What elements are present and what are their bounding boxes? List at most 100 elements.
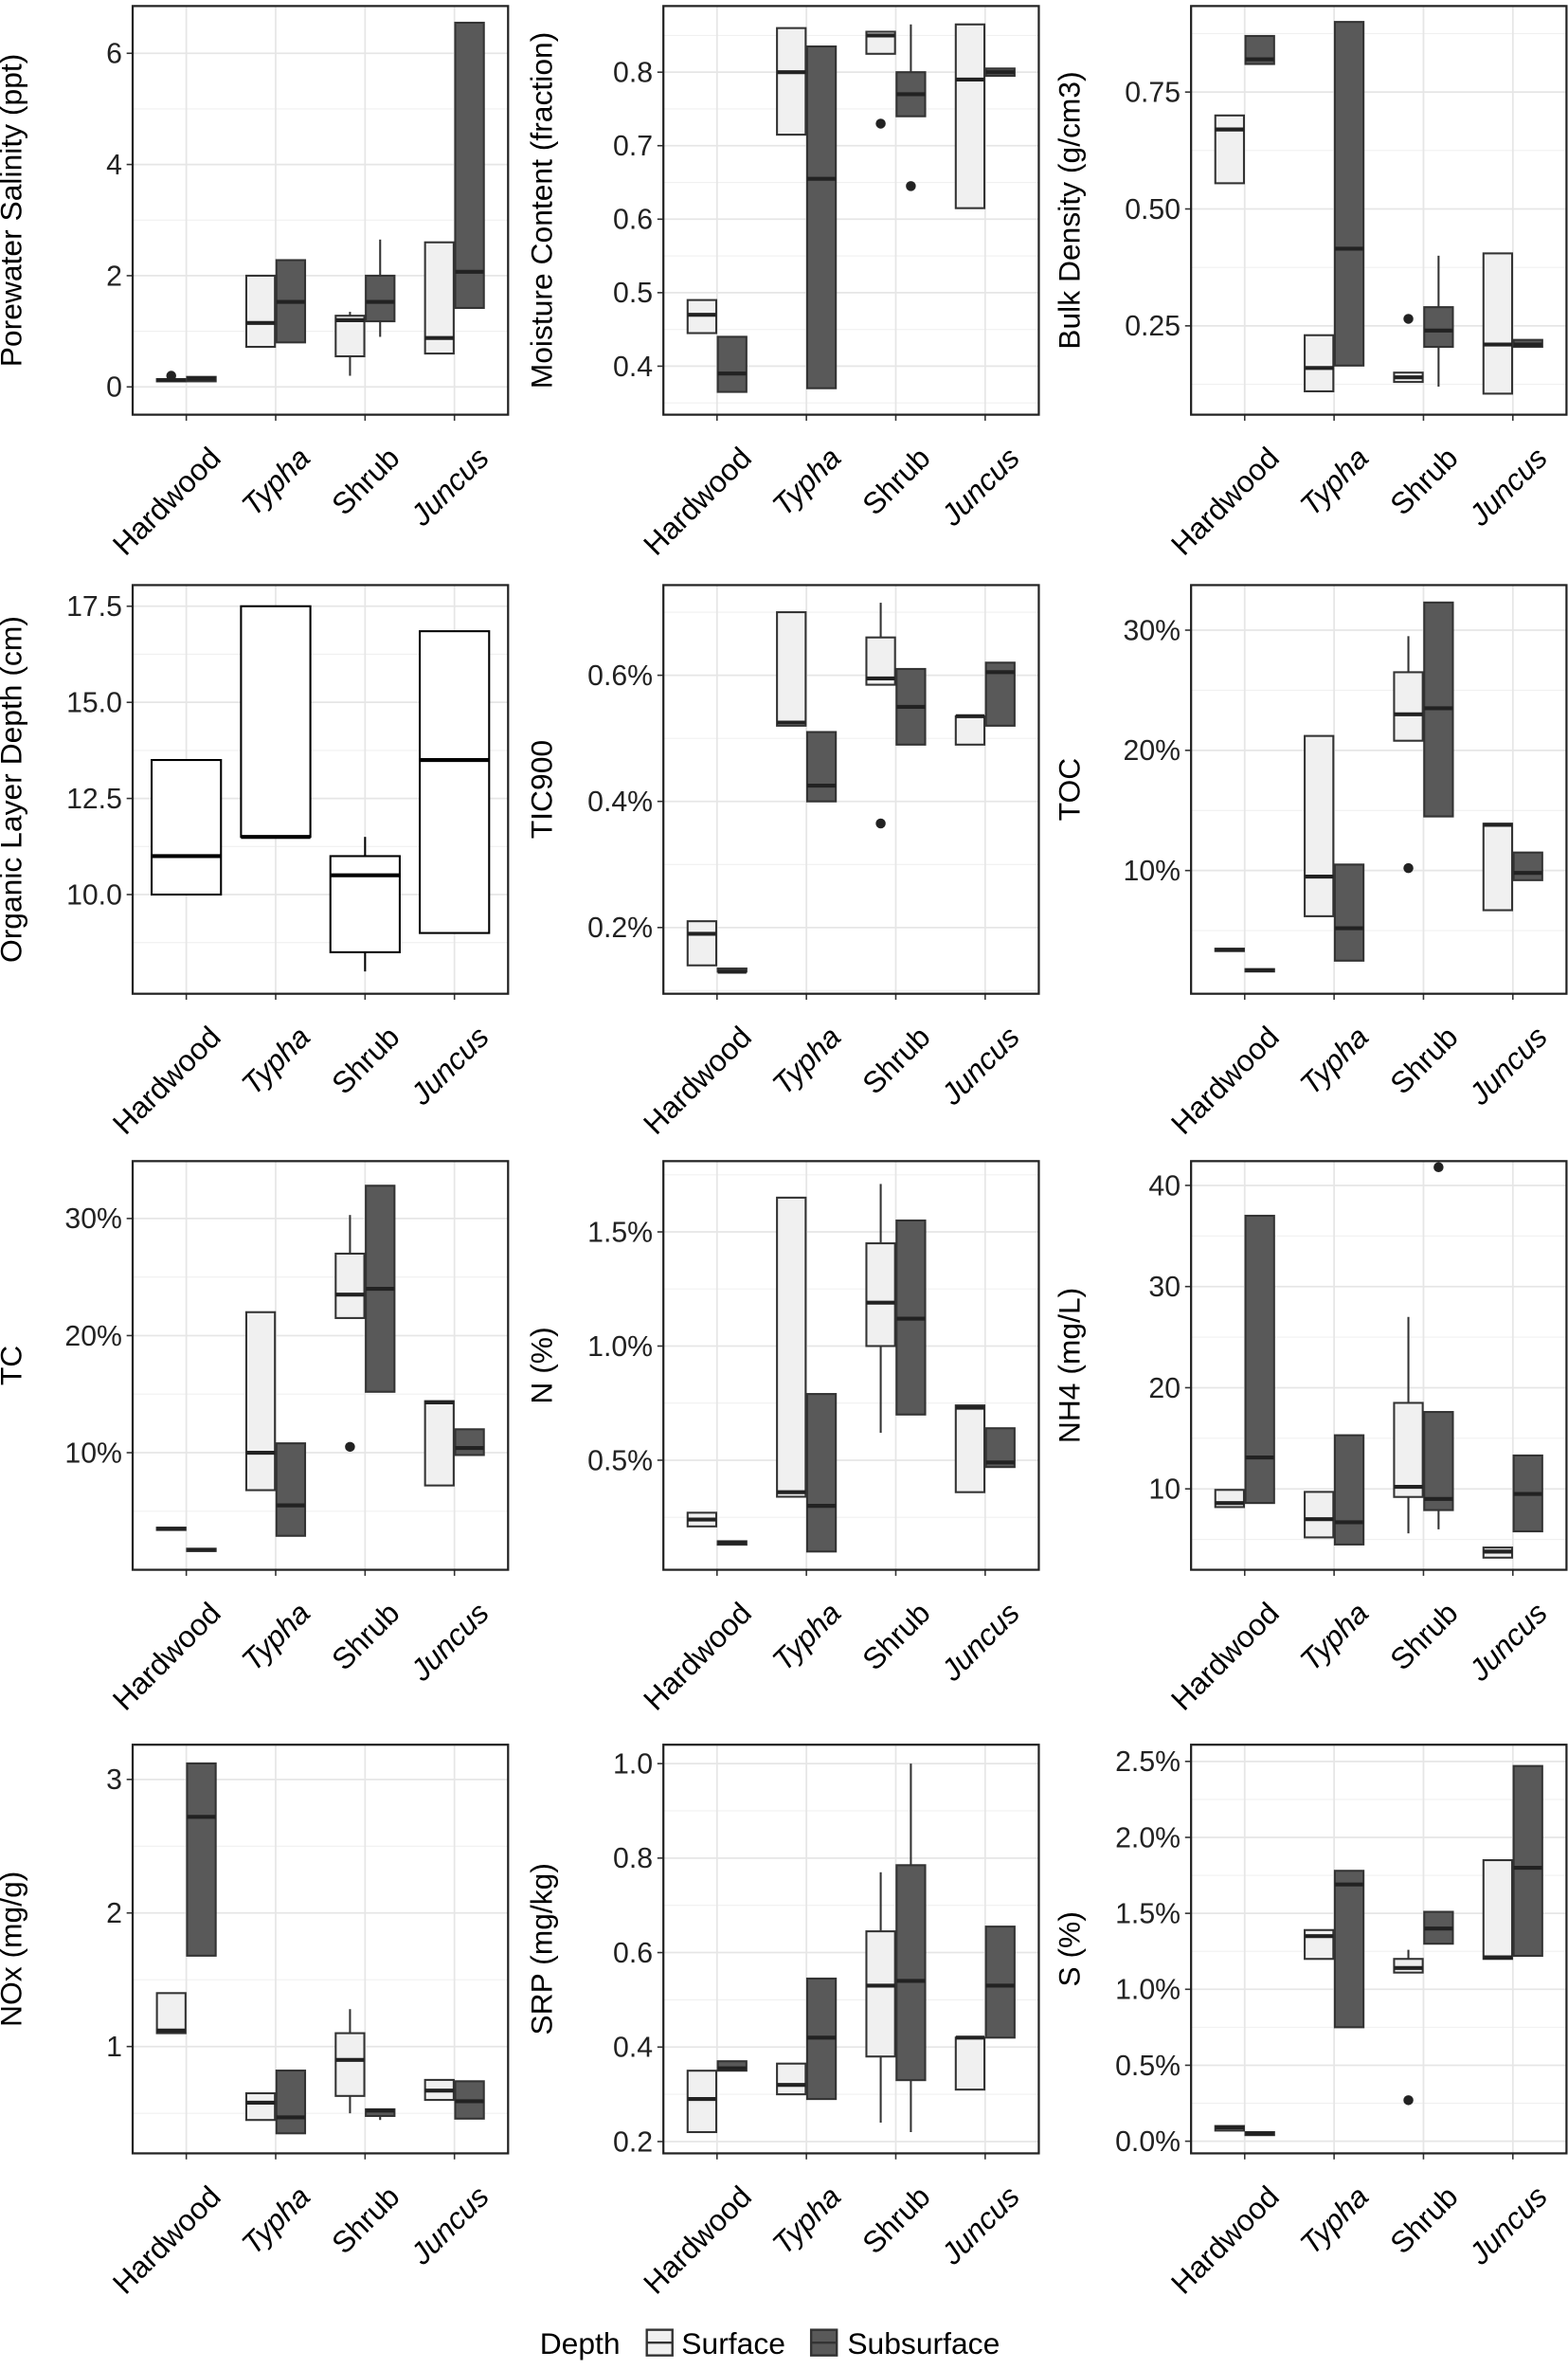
box-body xyxy=(776,2062,807,2096)
x-tick-label: Shrub xyxy=(1383,2179,1464,2260)
box-surface-hardwood xyxy=(686,1511,718,1528)
box-body xyxy=(954,2036,986,2091)
y-tick-label: 0.50 xyxy=(1125,194,1181,226)
legend-label-subsurface: Subsurface xyxy=(847,2326,1000,2360)
box-surface-juncus xyxy=(1482,1858,1514,1961)
x-tick-label: Hardwood xyxy=(106,441,227,562)
x-tick-label: Shrub xyxy=(325,441,406,521)
x-tick-label: Hardwood xyxy=(106,1020,227,1141)
x-tick-label: Juncus xyxy=(403,1596,496,1689)
y-tick-label: 0.25 xyxy=(1125,311,1181,342)
box-body xyxy=(776,27,807,136)
x-tick-label: Typha xyxy=(1293,1020,1375,1101)
y-tick-label: 1.0% xyxy=(1115,1975,1181,2006)
y-axis-title: SRP (mg/kg) xyxy=(524,1863,558,2034)
box-subsurface-shrub xyxy=(365,239,396,337)
box-body xyxy=(244,2091,277,2122)
outlier-point xyxy=(345,1441,355,1453)
box-body xyxy=(151,758,223,896)
y-tick-label: 0.6% xyxy=(587,660,653,692)
y-tick-label: 1.0% xyxy=(587,1331,653,1363)
box-subsurface-shrub xyxy=(1423,1162,1454,1529)
box-surface-shrub xyxy=(1393,636,1424,874)
y-axis-title: Organic Layer Depth (cm) xyxy=(0,616,27,963)
y-tick-label: 6 xyxy=(106,39,122,70)
box-subsurface-juncus xyxy=(984,1926,1016,2039)
plot-background xyxy=(663,1161,1039,1570)
box-subsurface-typha xyxy=(1333,1434,1365,1546)
y-tick-label: 0.5 xyxy=(613,278,653,309)
y-tick-label: 2 xyxy=(106,261,122,292)
box-surface-juncus xyxy=(954,2035,986,2091)
y-tick-label: 1.0 xyxy=(613,1748,653,1780)
x-tick-label: Hardwood xyxy=(106,2179,227,2301)
plot-background xyxy=(133,1161,509,1570)
box-surface-shrub xyxy=(865,1184,896,1434)
x-tick-label: Shrub xyxy=(856,2179,936,2260)
box-surface-typha xyxy=(776,27,807,136)
box-subsurface-shrub xyxy=(365,1184,396,1393)
x-tick-label: Typha xyxy=(1293,2179,1375,2261)
y-tick-label: 0.4 xyxy=(613,2033,653,2064)
y-tick-label: 20% xyxy=(1124,735,1181,767)
y-tick-label: 0.4 xyxy=(613,352,653,383)
x-tick-label: Typha xyxy=(766,1596,847,1677)
box-body xyxy=(865,1242,896,1347)
box-subsurface-shrub xyxy=(895,1763,927,2133)
box-subsurface-juncus xyxy=(454,2080,485,2120)
y-tick-label: 1.5% xyxy=(587,1217,653,1248)
box-body xyxy=(244,1311,277,1492)
box-all-typha xyxy=(240,605,312,840)
y-tick-label: 10 xyxy=(1148,1474,1181,1506)
legend: Depth Surface Subsurface xyxy=(540,2326,1000,2360)
y-tick-label: 40 xyxy=(1148,1170,1181,1202)
panel-border xyxy=(662,1744,1040,2155)
box-body xyxy=(186,1762,217,1957)
y-axis-title: NOx (mg/g) xyxy=(0,1872,27,2027)
panel-border xyxy=(1190,584,1568,995)
x-tick-label: Hardwood xyxy=(1164,1020,1286,1141)
box-body xyxy=(1304,334,1335,392)
box-body xyxy=(805,731,838,803)
y-tick-label: 0.6 xyxy=(613,1938,653,1969)
box-surface-shrub xyxy=(334,2009,366,2114)
x-tick-label: Typha xyxy=(1293,441,1375,522)
box-subsurface-juncus xyxy=(984,67,1016,78)
box-body xyxy=(1393,671,1424,742)
box-body xyxy=(334,2032,366,2097)
box-surface-juncus xyxy=(424,2078,455,2102)
box-subsurface-typha xyxy=(805,1977,838,2101)
box-body xyxy=(329,855,401,953)
box-body xyxy=(275,1442,307,1537)
x-tick-label: Hardwood xyxy=(637,2179,758,2301)
box-subsurface-juncus xyxy=(984,1427,1016,1469)
y-tick-label: 3 xyxy=(106,1764,122,1796)
y-axis-title: TIC900 xyxy=(524,740,558,839)
y-axis-title: S (%) xyxy=(1052,1911,1086,1987)
x-tick-label: Shrub xyxy=(856,1020,936,1100)
box-surface-juncus xyxy=(1482,823,1514,912)
box-surface-shrub xyxy=(865,30,896,129)
box-subsurface-juncus xyxy=(1512,1764,1543,1958)
box-surface-typha xyxy=(244,274,277,349)
box-surface-hardwood xyxy=(686,920,718,967)
box-subsurface-hardwood xyxy=(186,1762,217,1957)
box-subsurface-typha xyxy=(805,731,838,803)
x-tick-label: Shrub xyxy=(856,441,936,521)
box-surface-shrub xyxy=(865,1872,896,2124)
x-tick-label: Shrub xyxy=(1383,441,1464,521)
box-body xyxy=(240,605,312,839)
box-surface-hardwood xyxy=(155,371,187,383)
box-body xyxy=(805,45,838,389)
box-subsurface-juncus xyxy=(1512,338,1543,349)
box-surface-hardwood xyxy=(1214,1489,1246,1509)
box-body xyxy=(716,335,748,393)
y-tick-label: 17.5 xyxy=(66,591,122,623)
box-body xyxy=(454,1428,485,1456)
box-body xyxy=(776,611,807,727)
x-tick-label: Shrub xyxy=(1383,1020,1464,1100)
box-subsurface-typha xyxy=(1333,21,1365,367)
box-surface-hardwood xyxy=(1214,948,1246,952)
